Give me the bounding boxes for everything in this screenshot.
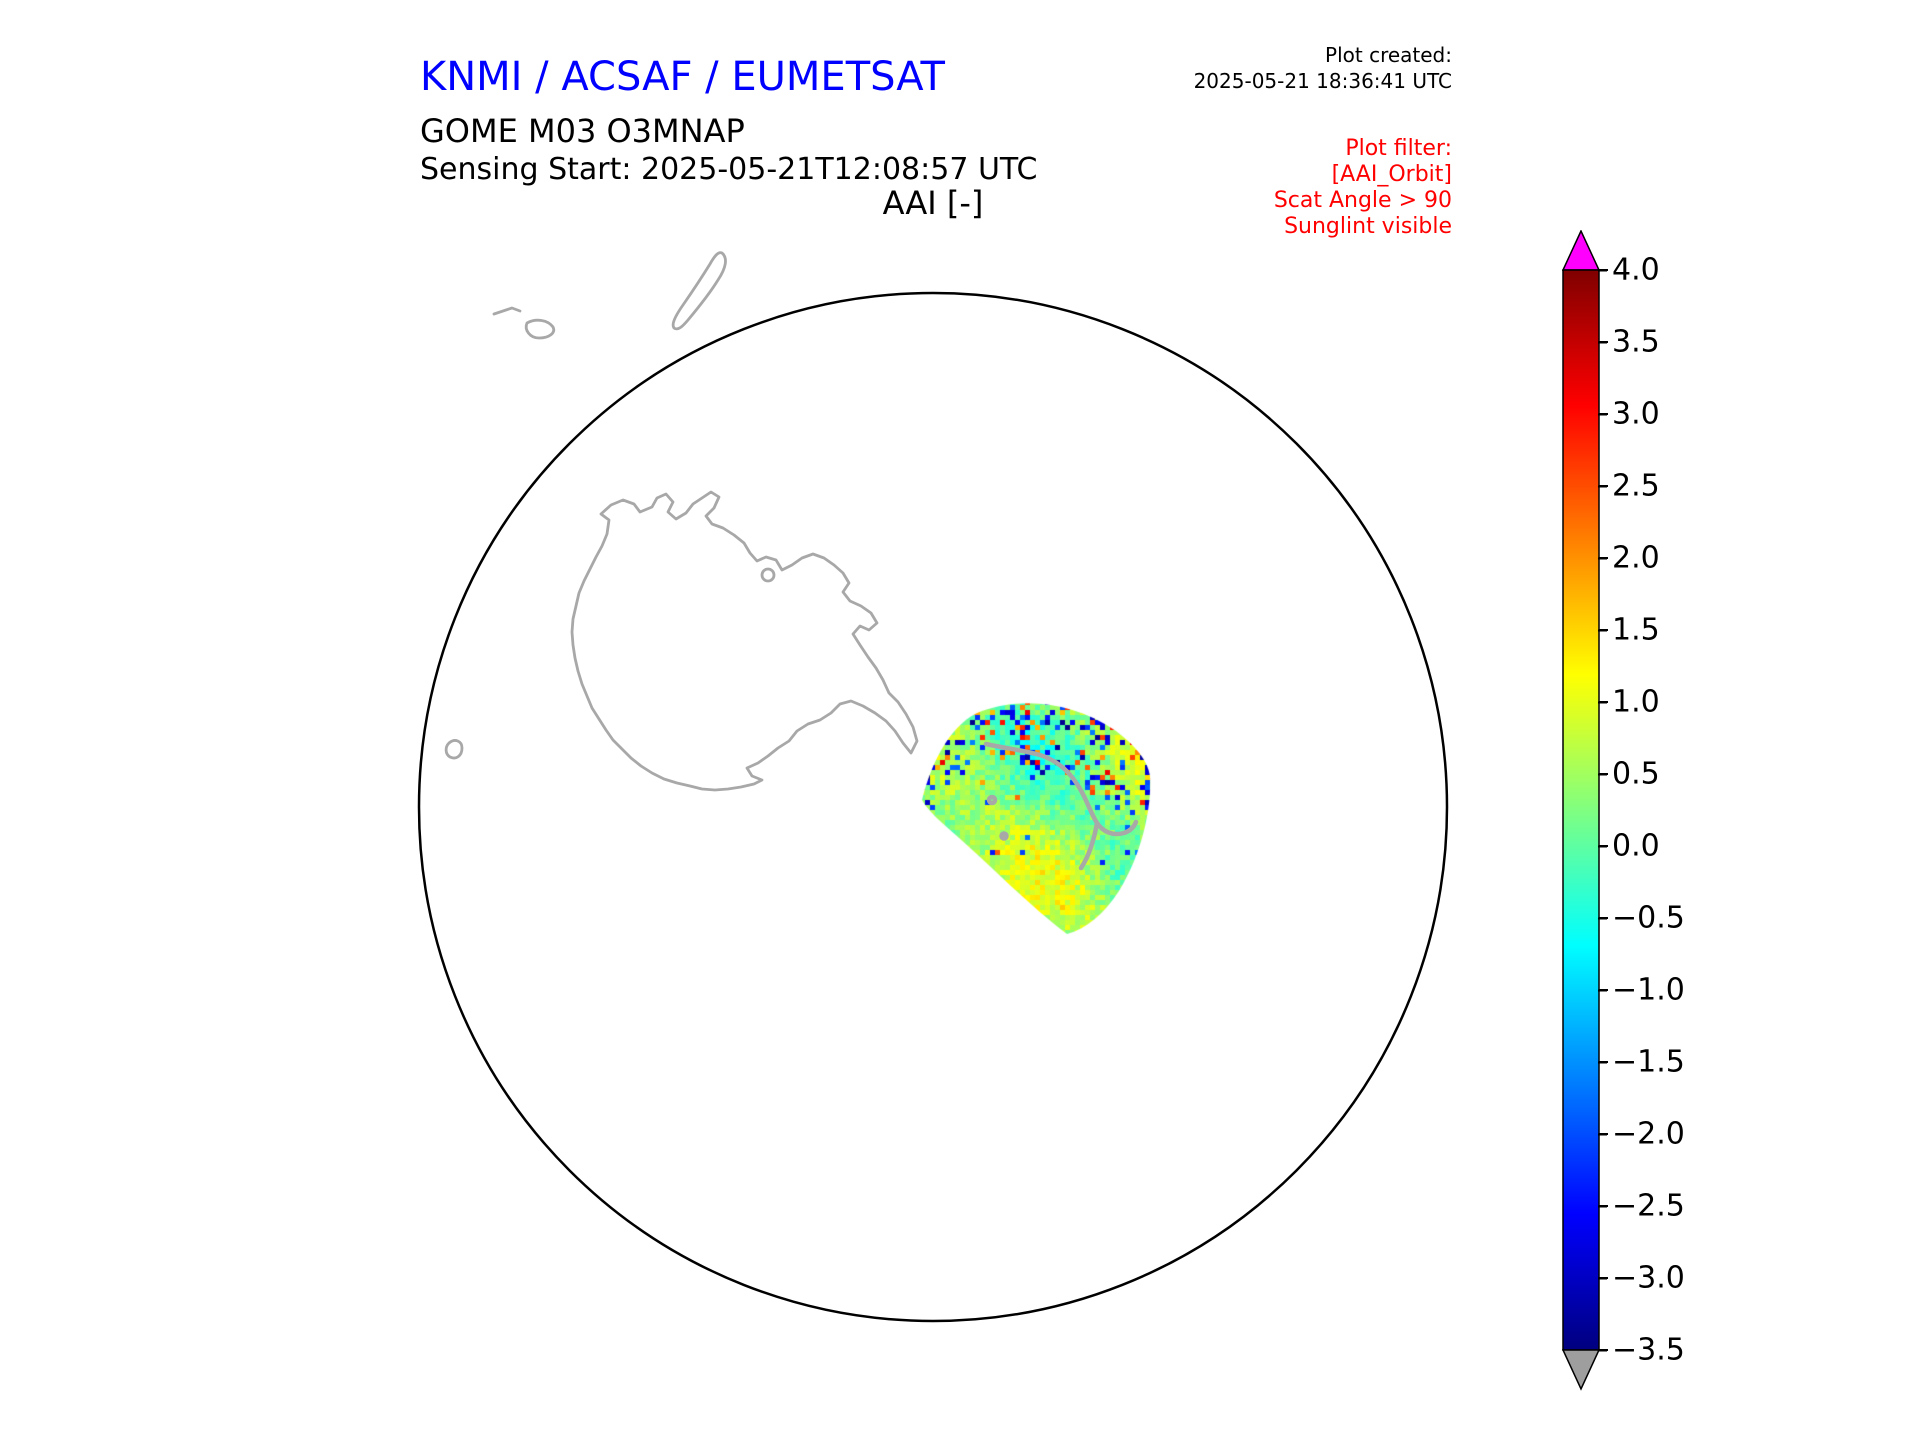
antarctica-coastline xyxy=(570,490,919,792)
colorbar-tick-label: −3.0 xyxy=(1612,1260,1685,1296)
colorbar xyxy=(1562,230,1608,1391)
coast-fragment-top-left xyxy=(492,306,522,316)
colorbar-tick-label: 1.0 xyxy=(1612,684,1660,720)
colorbar-tick-label: −2.5 xyxy=(1612,1188,1685,1224)
colorbar-tick-label: 2.0 xyxy=(1612,540,1660,576)
colorbar-tick-label: 1.5 xyxy=(1612,612,1660,648)
colorbar-tick-label: 3.5 xyxy=(1612,324,1660,360)
colorbar-gradient-bar xyxy=(1562,269,1600,1351)
colorbar-tick-marks xyxy=(1599,269,1608,1351)
colorbar-tick-label: 0.5 xyxy=(1612,756,1660,792)
island-bottom-left xyxy=(444,739,464,760)
colorbar-tick-label: −2.0 xyxy=(1612,1116,1685,1152)
colorbar-tick-label: −0.5 xyxy=(1612,900,1685,936)
swath-area-coastline xyxy=(983,741,1139,871)
colorbar-tick-label: 4.0 xyxy=(1612,252,1660,288)
colorbar-tick-label: −3.5 xyxy=(1612,1332,1685,1368)
colorbar-tick-label: 0.0 xyxy=(1612,828,1660,864)
island-top-left xyxy=(524,318,556,340)
colorbar-tick-label: 2.5 xyxy=(1612,468,1660,504)
map-boundary-circle xyxy=(417,291,1449,1323)
colorbar-tick-label: −1.5 xyxy=(1612,1044,1685,1080)
colorbar-tick-label: −1.0 xyxy=(1612,972,1685,1008)
coastline-in-swath-branch xyxy=(1078,820,1100,871)
coastal-speck xyxy=(986,794,998,806)
island-top xyxy=(671,251,727,331)
colorbar-tick-label: 3.0 xyxy=(1612,396,1660,432)
coastal-island xyxy=(760,567,776,583)
coastlines xyxy=(444,251,919,792)
colorbar-over-arrow xyxy=(1562,230,1601,271)
coastal-speck xyxy=(999,831,1009,841)
colorbar-under-arrow xyxy=(1562,1349,1601,1391)
coastline-in-swath xyxy=(983,741,1139,837)
